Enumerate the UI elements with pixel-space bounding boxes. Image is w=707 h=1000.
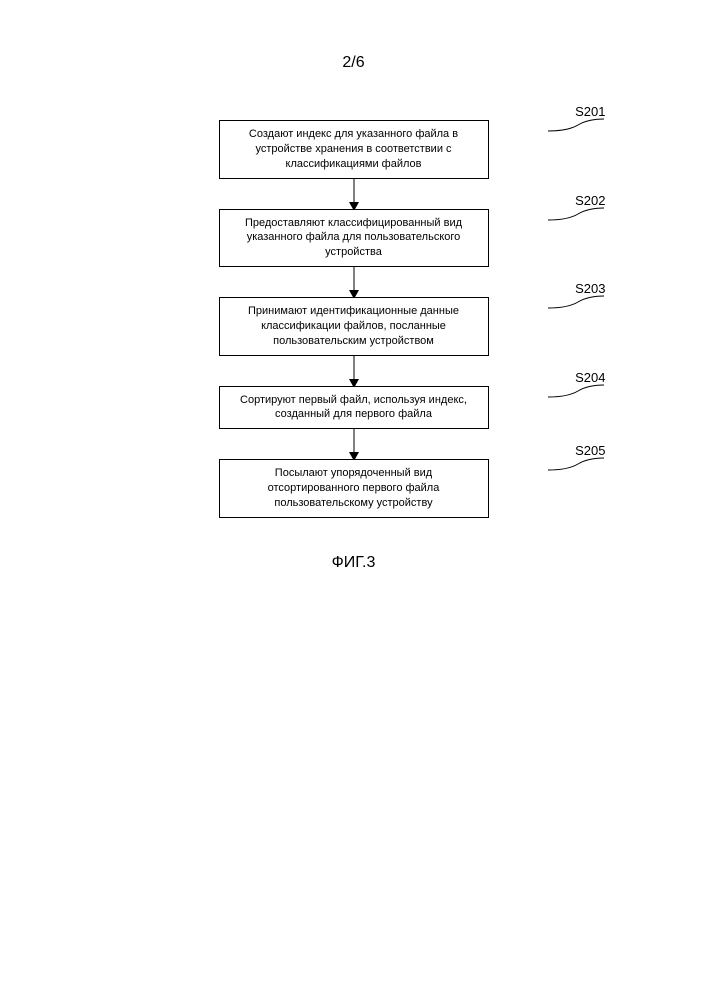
label-connector-icon xyxy=(548,295,604,309)
step-label: S204 xyxy=(575,370,605,385)
label-connector-icon xyxy=(548,118,604,132)
step-label: S201 xyxy=(575,104,605,119)
step-box: Создают индекс для указанного файла в ус… xyxy=(219,120,489,179)
step-label: S202 xyxy=(575,193,605,208)
step-box: Принимают идентификационные данные класс… xyxy=(219,297,489,356)
step-box: Сортируют первый файл, используя индекс,… xyxy=(219,386,489,430)
flow-step-s201: S201 Создают индекс для указанного файла… xyxy=(164,120,544,179)
arrow-down-icon xyxy=(353,179,355,209)
flowchart-container: S201 Создают индекс для указанного файла… xyxy=(164,120,544,572)
step-label: S203 xyxy=(575,281,605,296)
step-box: Посылают упорядоченный вид отсортированн… xyxy=(219,459,489,518)
arrow-down-icon xyxy=(353,356,355,386)
step-label: S205 xyxy=(575,443,605,458)
flow-step-s204: S204 Сортируют первый файл, используя ин… xyxy=(164,386,544,430)
label-connector-icon xyxy=(548,207,604,221)
label-connector-icon xyxy=(548,457,604,471)
step-box: Предоставляют классифицированный вид ука… xyxy=(219,209,489,268)
arrow-down-icon xyxy=(353,267,355,297)
figure-label: ФИГ.3 xyxy=(164,554,544,572)
flow-step-s203: S203 Принимают идентификационные данные … xyxy=(164,297,544,356)
flow-step-s205: S205 Посылают упорядоченный вид отсортир… xyxy=(164,459,544,518)
label-connector-icon xyxy=(548,384,604,398)
page-number: 2/6 xyxy=(342,54,364,72)
arrow-down-icon xyxy=(353,429,355,459)
flow-step-s202: S202 Предоставляют классифицированный ви… xyxy=(164,209,544,268)
